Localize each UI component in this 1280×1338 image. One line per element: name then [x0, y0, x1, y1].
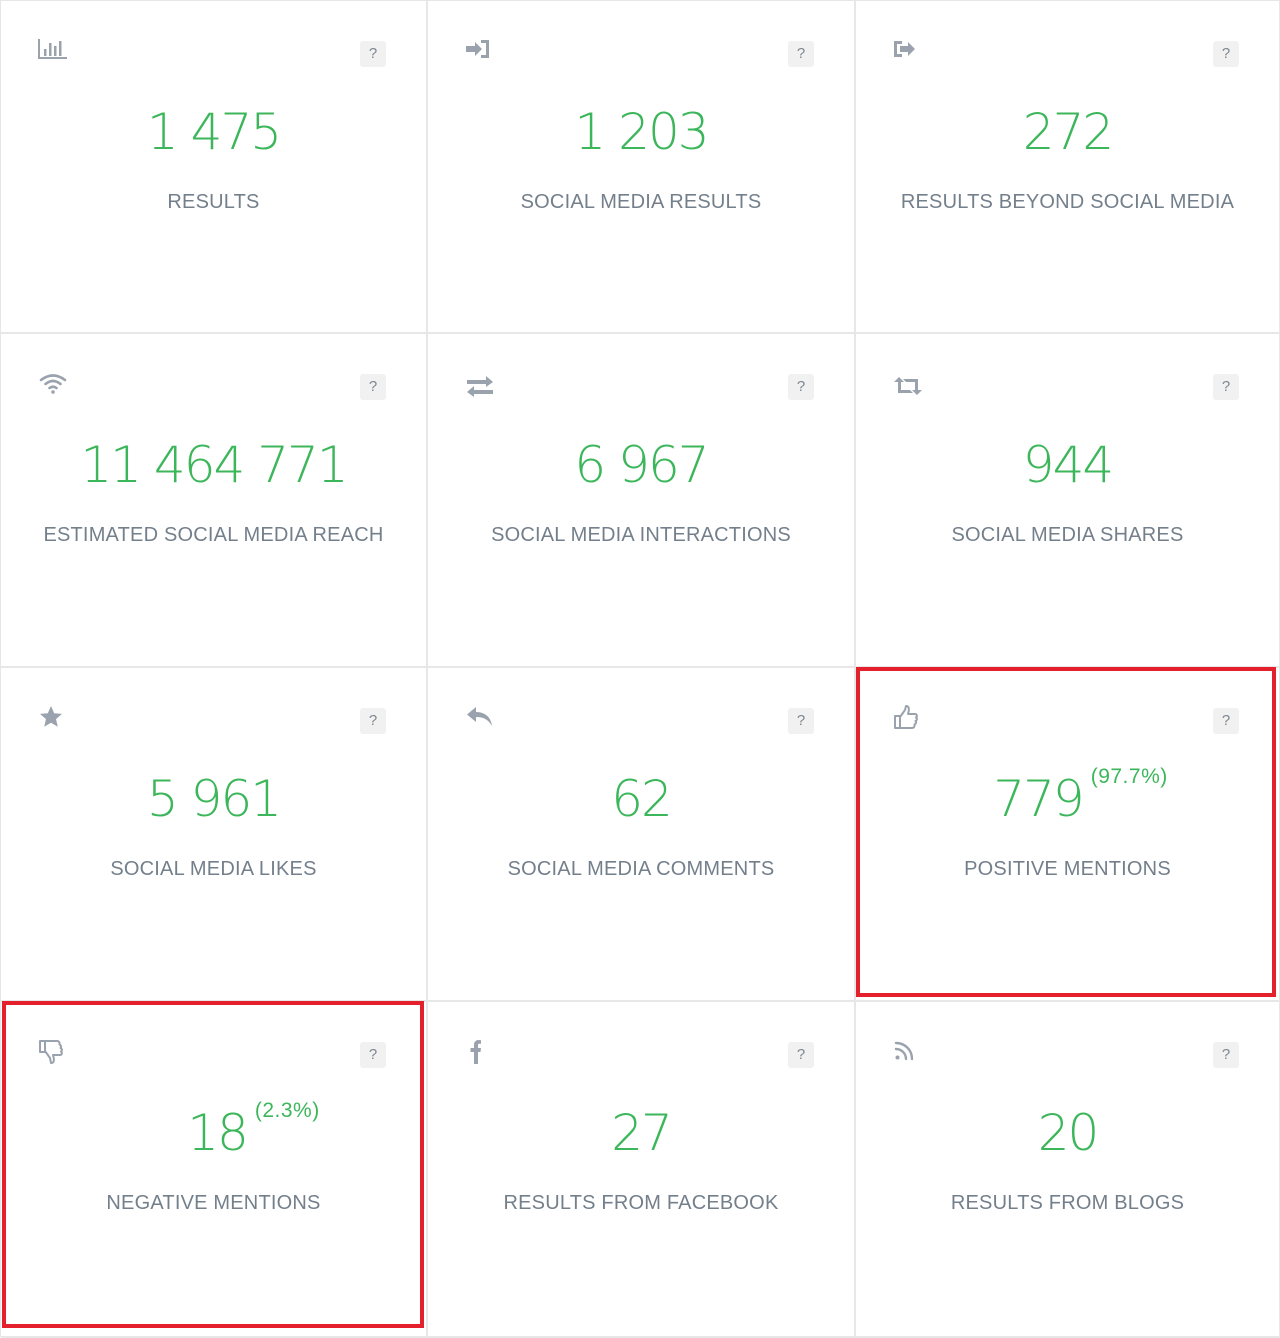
tile-social-media-interactions: ? 6 967 SOCIAL MEDIA INTERACTIONS — [428, 334, 856, 668]
tile-social-media-results: ? 1 203 SOCIAL MEDIA RESULTS — [428, 1, 856, 334]
retweet-icon — [892, 374, 924, 402]
metric-label: SOCIAL MEDIA LIKES — [110, 858, 317, 880]
sign-in-icon — [464, 37, 496, 65]
thumbs-up-icon — [892, 704, 924, 732]
sign-out-icon — [892, 37, 924, 65]
tile-positive-mentions: ? 779 (97.7%) POSITIVE MENTIONS — [856, 668, 1280, 1002]
tile-estimated-reach: ? 11 464 771 ESTIMATED SOCIAL MEDIA REAC… — [1, 334, 428, 668]
star-icon — [37, 704, 69, 732]
metric-value: 27 — [611, 1104, 673, 1162]
help-button[interactable]: ? — [788, 41, 814, 67]
help-button[interactable]: ? — [788, 708, 814, 734]
metric-value: 944 — [1022, 436, 1114, 494]
metric-value: 272 — [1022, 103, 1114, 161]
metric-value: 1 203 — [574, 103, 709, 161]
help-button[interactable]: ? — [360, 41, 386, 67]
metric-label: ESTIMATED SOCIAL MEDIA REACH — [43, 524, 384, 546]
metric-value: 11 464 771 — [80, 436, 348, 494]
help-button[interactable]: ? — [360, 708, 386, 734]
exchange-icon — [464, 374, 496, 402]
tile-results-beyond-social-media: ? 272 RESULTS BEYOND SOCIAL MEDIA — [856, 1, 1280, 334]
metric-value: 62 — [611, 770, 673, 828]
metric-label: POSITIVE MENTIONS — [964, 858, 1171, 880]
metric-value: 779 — [993, 770, 1084, 828]
metric-label: RESULTS BEYOND SOCIAL MEDIA — [900, 191, 1235, 213]
metric-value: 1 475 — [146, 103, 282, 161]
tile-social-media-likes: ? 5 961 SOCIAL MEDIA LIKES — [1, 668, 428, 1002]
metric-label: RESULTS FROM BLOGS — [950, 1192, 1185, 1214]
metric-label: SOCIAL MEDIA INTERACTIONS — [491, 524, 791, 546]
tile-social-media-comments: ? 62 SOCIAL MEDIA COMMENTS — [428, 668, 856, 1002]
metric-label: RESULTS — [167, 191, 260, 213]
metric-value: 6 967 — [574, 436, 709, 494]
metric-label: SOCIAL MEDIA COMMENTS — [507, 858, 775, 880]
metric-percent: (2.3%) — [254, 1099, 320, 1122]
rss-icon — [892, 1038, 924, 1066]
help-button[interactable]: ? — [1213, 1042, 1239, 1068]
help-button[interactable]: ? — [1213, 374, 1239, 400]
help-button[interactable]: ? — [788, 374, 814, 400]
help-button[interactable]: ? — [360, 374, 386, 400]
help-button[interactable]: ? — [788, 1042, 814, 1068]
bar-chart-icon — [37, 37, 69, 65]
metric-percent: (97.7%) — [1090, 765, 1168, 788]
help-button[interactable]: ? — [360, 1042, 386, 1068]
tile-results-from-facebook: ? 27 RESULTS FROM FACEBOOK — [428, 1002, 856, 1338]
facebook-icon — [464, 1038, 496, 1066]
help-button[interactable]: ? — [1213, 41, 1239, 67]
help-button[interactable]: ? — [1213, 708, 1239, 734]
reply-icon — [464, 704, 496, 732]
metric-label: RESULTS FROM FACEBOOK — [503, 1192, 779, 1214]
metric-label: SOCIAL MEDIA SHARES — [951, 524, 1184, 546]
tile-results-from-blogs: ? 20 RESULTS FROM BLOGS — [856, 1002, 1280, 1338]
metric-label: SOCIAL MEDIA RESULTS — [520, 191, 762, 213]
tile-results: ? 1 475 RESULTS — [1, 1, 428, 334]
tile-social-media-shares: ? 944 SOCIAL MEDIA SHARES — [856, 334, 1280, 668]
thumbs-down-icon — [37, 1038, 69, 1066]
metric-value: 18 — [187, 1104, 249, 1162]
metric-label: NEGATIVE MENTIONS — [106, 1192, 321, 1214]
metric-value: 20 — [1037, 1104, 1100, 1162]
metric-value: 5 961 — [146, 770, 282, 828]
tile-negative-mentions: ? 18 (2.3%) NEGATIVE MENTIONS — [1, 1002, 428, 1338]
wifi-icon — [37, 372, 69, 400]
